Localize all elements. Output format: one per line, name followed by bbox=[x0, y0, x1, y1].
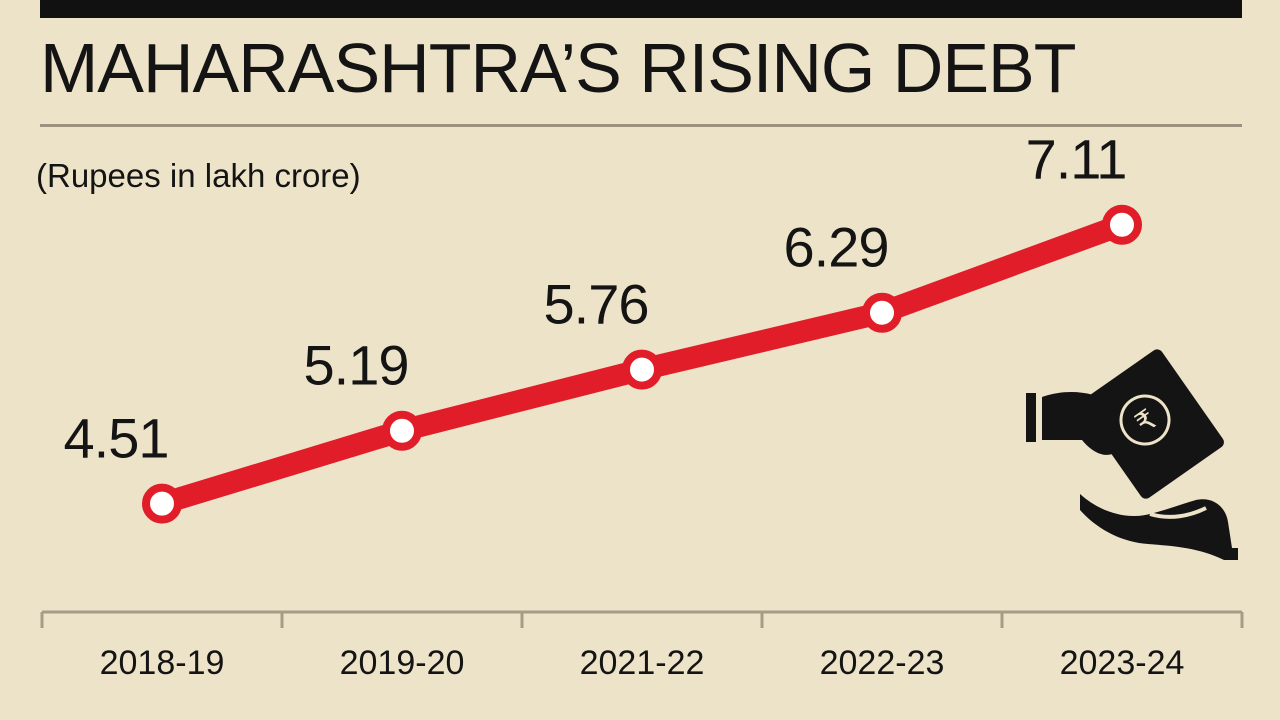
x-tick-label: 2019-20 bbox=[340, 644, 465, 682]
unit-label: (Rupees in lakh crore) bbox=[36, 157, 361, 194]
value-label: 5.19 bbox=[304, 334, 409, 397]
data-point bbox=[1102, 204, 1142, 245]
x-tick-label: 2018-19 bbox=[100, 644, 225, 682]
value-label: 4.51 bbox=[64, 407, 169, 470]
data-point bbox=[382, 410, 422, 451]
x-tick-label: 2021-22 bbox=[580, 644, 705, 682]
value-labels: 4.51 5.19 5.76 6.29 7.11 bbox=[64, 128, 1128, 470]
data-point bbox=[142, 483, 182, 524]
data-point bbox=[622, 349, 662, 390]
hand-giving-rupee-note-icon: ₹ bbox=[1026, 349, 1238, 560]
data-points bbox=[142, 204, 1142, 524]
value-label: 5.76 bbox=[544, 273, 649, 336]
x-axis bbox=[40, 610, 1244, 628]
chart-title: MAHARASHTRA’S RISING DEBT bbox=[40, 29, 1076, 107]
x-tick-label: 2022-23 bbox=[820, 644, 945, 682]
value-label: 7.11 bbox=[1026, 128, 1127, 191]
value-label: 6.29 bbox=[784, 216, 889, 279]
x-tick-label: 2023-24 bbox=[1060, 644, 1185, 682]
title-divider bbox=[40, 124, 1242, 127]
top-bar bbox=[40, 0, 1242, 18]
data-point bbox=[862, 292, 902, 333]
x-tick-labels: 2018-19 2019-20 2021-22 2022-23 2023-24 bbox=[100, 644, 1185, 682]
